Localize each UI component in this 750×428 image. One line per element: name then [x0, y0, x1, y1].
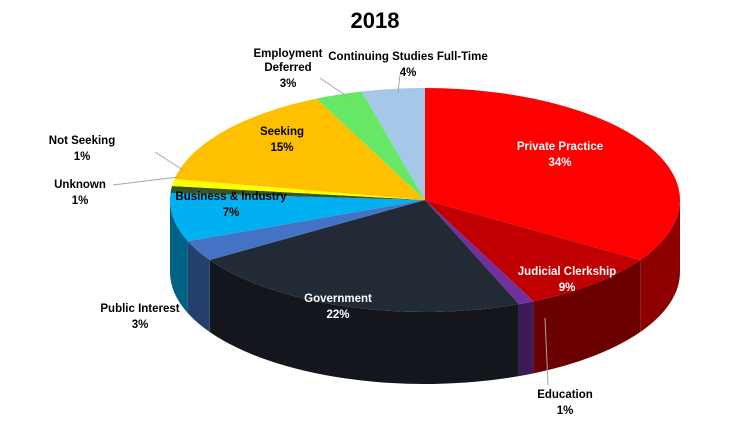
slice-side-business-industry	[170, 200, 188, 314]
slice-unknown[interactable]	[170, 185, 425, 200]
slice-value-business-industry: 7%	[223, 207, 240, 219]
slice-side-judicial-clerkship	[533, 260, 641, 374]
leader-line-education	[544, 317, 549, 386]
leader-line-unknown	[112, 176, 179, 186]
slice-side-public-interest	[187, 241, 210, 333]
slice-side-private-practice	[640, 200, 680, 333]
leader-line-continuing-studies-full-time	[397, 74, 401, 94]
slice-label-employment-deferred: Deferred	[264, 62, 311, 74]
slice-value-education: 1%	[557, 405, 574, 417]
slice-value-unknown: 1%	[72, 195, 89, 207]
slice-government[interactable]	[209, 200, 519, 312]
slice-value-continuing-studies-full-time: 4%	[400, 67, 417, 79]
slice-value-employment-deferred: 3%	[280, 78, 297, 90]
slice-side-government	[209, 260, 519, 384]
slice-label-business-industry: Business & Industry	[175, 191, 287, 203]
slice-label-seeking: Seeking	[260, 126, 304, 138]
slice-label-not-seeking: Not Seeking	[49, 135, 115, 147]
slice-seeking[interactable]	[174, 98, 425, 200]
slice-public-interest[interactable]	[187, 200, 425, 261]
slice-judicial-clerkship[interactable]	[425, 200, 641, 302]
slice-label-unknown: Unknown	[54, 179, 106, 191]
slice-private-practice[interactable]	[425, 88, 681, 261]
leader-line-not-seeking	[154, 151, 184, 171]
slice-label-education: Education	[537, 389, 593, 401]
slice-value-not-seeking: 1%	[74, 151, 91, 163]
slice-education[interactable]	[425, 200, 534, 305]
slice-label-public-interest: Public Interest	[100, 303, 179, 315]
slice-not-seeking[interactable]	[172, 179, 425, 200]
slice-label-judicial-clerkship: Judicial Clerkship	[518, 266, 616, 278]
slice-label-employment-deferred: Employment	[253, 48, 322, 60]
slice-value-government: 22%	[326, 309, 349, 321]
chart-title: 2018	[350, 8, 400, 33]
slice-label-private-practice: Private Practice	[517, 141, 603, 153]
slice-value-private-practice: 34%	[548, 157, 571, 169]
slice-business-industry[interactable]	[170, 192, 425, 242]
slice-value-public-interest: 3%	[132, 319, 149, 331]
slice-value-judicial-clerkship: 9%	[559, 282, 576, 294]
slice-value-seeking: 15%	[270, 142, 293, 154]
leader-line-employment-deferred	[319, 77, 349, 98]
slice-continuing-studies-full-time[interactable]	[361, 88, 425, 200]
slice-side-education	[518, 301, 534, 377]
slice-label-continuing-studies-full-time: Continuing Studies Full-Time	[328, 51, 488, 63]
slice-employment-deferred[interactable]	[316, 91, 425, 200]
slice-label-government: Government	[304, 293, 372, 305]
